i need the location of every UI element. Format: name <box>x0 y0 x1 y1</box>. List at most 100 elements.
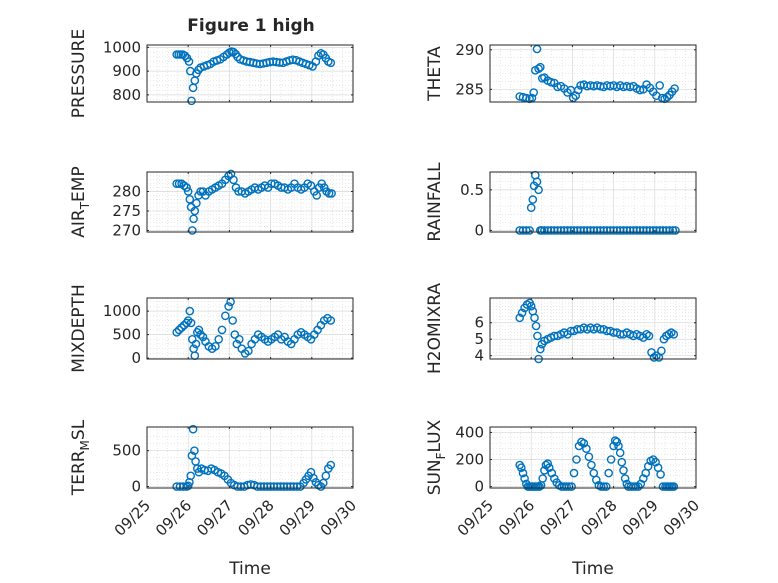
terr_msl-y-tick-label: 500 <box>112 442 141 460</box>
sun_flux-data-point <box>669 482 679 491</box>
sun_flux-data-point <box>572 455 581 464</box>
air_temp-data-point <box>229 175 238 185</box>
h2omixra-y-tick-label: 4 <box>474 347 484 365</box>
air_temp-data-point <box>174 179 184 188</box>
terr_msl-grid <box>147 427 353 488</box>
sun_flux-data-point <box>619 466 628 475</box>
pressure-y-axis-label: PRESSURE <box>69 29 89 118</box>
rainfall-y-axis-label: RAINFALL <box>425 162 445 242</box>
theta-axes-box <box>489 44 697 103</box>
h2omixra-axes-box <box>489 297 697 360</box>
pressure-data-point <box>180 51 190 61</box>
terr_msl-data-point <box>190 446 199 456</box>
sun_flux-y-tick-label: 200 <box>455 451 484 469</box>
mixdepth-data-point <box>194 325 204 335</box>
air_temp-axes-box <box>146 171 354 233</box>
pressure-y-tick-label: 800 <box>112 86 141 104</box>
rainfall-data-point <box>648 226 658 235</box>
air_temp-data-point <box>179 181 189 190</box>
pressure-y-tick-label: 900 <box>112 62 141 80</box>
mixdepth-grid <box>147 298 353 359</box>
sun_flux-data-point <box>648 455 658 464</box>
h2omixra-data-point <box>657 346 666 356</box>
pressure-y-tick-label: 1000 <box>103 38 141 56</box>
h2omixra-data-point <box>536 344 545 354</box>
sun_flux-data-point <box>540 466 549 475</box>
mixdepth-series <box>172 297 336 361</box>
sun_flux-grid <box>490 426 696 488</box>
mixdepth-data-point <box>211 341 220 351</box>
terr_msl-data-point <box>309 473 318 483</box>
mixdepth-y-tick-label: 500 <box>112 326 141 344</box>
sun_flux-data-point <box>567 482 576 491</box>
sun_flux-x-axis-label: Time <box>571 559 614 579</box>
figure-title: Figure 1 high <box>187 16 315 36</box>
rainfall-grid <box>490 172 696 232</box>
mixdepth-y-tick-label: 0 <box>131 349 141 367</box>
h2omixra-y-tick-label: 5 <box>474 330 484 348</box>
air_temp-data-point <box>312 191 322 200</box>
sun_flux-data-point <box>587 460 596 470</box>
air_temp-data-point <box>322 187 331 196</box>
mixdepth-data-point <box>185 306 195 316</box>
sun_flux-data-point <box>604 468 614 478</box>
sun_flux-data-point <box>535 482 544 491</box>
h2omixra-data-point <box>533 331 542 341</box>
mixdepth-y-tick-label: 1000 <box>103 302 141 320</box>
rainfall-data-point <box>525 226 534 235</box>
mixdepth-data-point <box>198 332 208 342</box>
sun_flux-data-point <box>615 448 625 458</box>
theta-data-point <box>635 85 645 95</box>
mixdepth-data-point <box>326 316 336 325</box>
terr_msl-data-point <box>321 471 331 481</box>
air_temp-series <box>172 169 336 235</box>
mixdepth-data-point <box>174 325 184 335</box>
sun_flux-axes-box <box>489 426 697 489</box>
theta-y-tick-label: 285 <box>455 80 484 98</box>
sun_flux-y-tick-label: 400 <box>455 423 484 441</box>
h2omixra-data-point <box>530 313 539 323</box>
rainfall-data-point <box>566 226 576 235</box>
terr_msl-data-point <box>318 478 328 488</box>
rainfall-y-tick-label: 0 <box>474 221 484 239</box>
rainfall-data-point <box>522 226 531 235</box>
theta-data-point <box>573 85 583 95</box>
terr_msl-series <box>172 424 336 491</box>
theta-data-point <box>536 62 545 72</box>
air_temp-data-point <box>183 187 193 196</box>
terr_msl-y-axis-label: TERRMSL <box>69 419 92 496</box>
sun_flux-data-point <box>612 437 622 447</box>
subplot-rainfall: 0 0.5 RAINFALL <box>425 162 697 242</box>
sun_flux-data-point <box>601 482 611 491</box>
mixdepth-data-point <box>230 330 240 339</box>
terr_msl-axes-box <box>146 426 354 489</box>
theta-data-point <box>529 88 539 97</box>
rainfall-axes-box <box>489 171 697 233</box>
sun_flux-data-point <box>518 468 528 478</box>
air_temp-y-tick-label: 280 <box>112 182 141 200</box>
sun_flux-data-point <box>596 482 606 491</box>
rainfall-data-point <box>537 226 547 235</box>
h2omixra-data-point <box>515 313 525 323</box>
sun_flux-y-axis-label: SUNFLUX <box>425 419 448 495</box>
sun_flux-data-point <box>569 468 579 478</box>
mixdepth-y-axis-label: MIXDEPTH <box>69 284 89 373</box>
sun_flux-data-point <box>599 482 609 491</box>
rainfall-data-point <box>645 226 655 235</box>
mixdepth-data-point <box>191 339 201 349</box>
h2omixra-data-point <box>531 321 541 331</box>
air_temp-y-axis-label: AIRTEMP <box>69 166 92 237</box>
theta-data-point <box>534 64 543 73</box>
rainfall-y-tick-label: 0.5 <box>460 181 484 199</box>
mixdepth-data-point <box>196 330 205 339</box>
rainfall-data-point <box>526 203 536 212</box>
h2omixra-data-point <box>669 329 679 339</box>
sun_flux-data-point <box>634 482 643 491</box>
h2omixra-y-tick-label: 6 <box>474 314 484 332</box>
mixdepth-data-point <box>220 311 230 321</box>
rainfall-data-point <box>532 177 542 186</box>
sun_flux-data-point <box>656 470 665 479</box>
